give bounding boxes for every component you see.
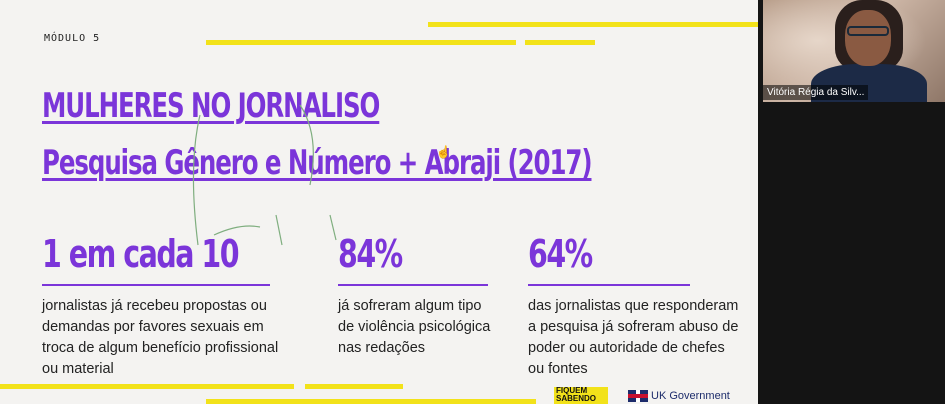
stat-description-3: das jornalistas que responderam a pesqui… (528, 298, 739, 377)
decor-stripe (525, 40, 595, 45)
participant-face (845, 10, 891, 66)
module-label: MÓDULO 5 (44, 33, 101, 44)
decor-stripe (206, 40, 516, 45)
stat-divider (528, 284, 690, 286)
fiquem-sabendo-logo: FIQUEM SABENDO (554, 387, 608, 404)
stat-description-1: jornalistas já recebeu propostas ou dema… (42, 298, 279, 377)
slide-title: MULHERES NO JORNALISO (42, 86, 380, 126)
stat-value-3: 64% (528, 232, 593, 276)
participant-name: Vitória Régia da Silv... (763, 85, 869, 100)
video-panel-background (758, 102, 945, 404)
stat-divider (338, 284, 488, 286)
uk-government-label: UK Government (651, 390, 730, 402)
participant-video-tile[interactable]: Vitória Régia da Silv... (763, 0, 945, 102)
stat-description-2: já sofreram algum tipo de violência psic… (338, 298, 491, 356)
stat-divider (42, 284, 270, 286)
decor-stripe (428, 22, 758, 27)
presentation-slide: MÓDULO 5 MULHERES NO JORNALISO Pesquisa … (0, 0, 758, 404)
decor-stripe (0, 384, 294, 389)
uk-flag-icon (628, 390, 648, 402)
glasses-icon (847, 26, 889, 36)
mouse-cursor-icon: ☝ (436, 145, 451, 159)
uk-government-logo: UK Government (628, 390, 730, 402)
annotation-doodle (192, 104, 337, 246)
stat-value-2: 84% (338, 232, 403, 276)
slide-subtitle: Pesquisa Gênero e Número + Abraji (2017) (42, 143, 593, 183)
decor-stripe (206, 399, 536, 404)
decor-stripe (305, 384, 403, 389)
stat-value-1: 1 em cada 10 (42, 232, 240, 276)
